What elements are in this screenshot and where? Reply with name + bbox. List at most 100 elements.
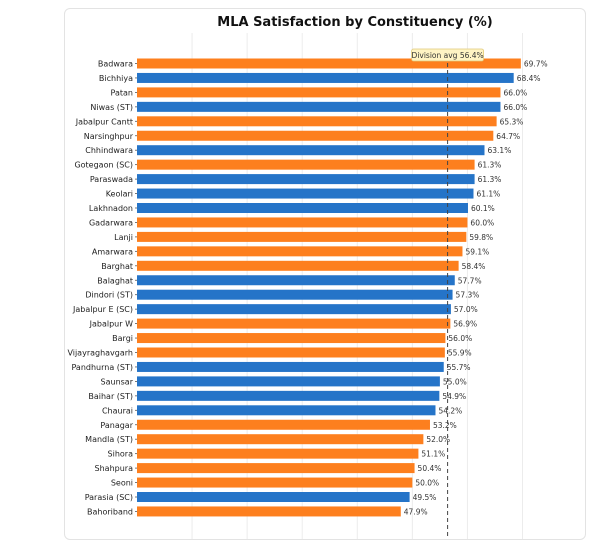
bar — [137, 246, 463, 257]
value-label: 65.3% — [500, 117, 524, 126]
value-label: 51.1% — [421, 450, 445, 459]
bar — [137, 289, 453, 300]
category-label: Gotegaon (SC) — [74, 161, 133, 170]
value-label: 64.7% — [496, 132, 520, 141]
category-label: Pandhurna (ST) — [71, 363, 133, 372]
chart-title: MLA Satisfaction by Constituency (%) — [217, 15, 492, 30]
value-label: 60.1% — [471, 204, 495, 213]
bar — [137, 506, 401, 517]
bar — [137, 448, 419, 459]
chart-card: MLA Satisfaction by Constituency (%) Bad… — [64, 8, 586, 540]
average-line-group: Division avg 56.4% — [411, 48, 485, 539]
bar — [137, 477, 413, 488]
bars: Badwara 69.7% Bichhiya 68.4% Patan 66.0% Niwas… — [67, 58, 548, 517]
average-callout-label: Division avg 56.4% — [412, 51, 484, 60]
value-label: 57.3% — [456, 291, 480, 300]
value-label: 61.3% — [478, 161, 502, 170]
value-label: 69.7% — [524, 60, 548, 69]
value-label: 54.9% — [442, 392, 466, 401]
category-label: Badwara — [98, 60, 133, 69]
bar — [137, 347, 445, 358]
category-label: Bichhiya — [99, 74, 133, 83]
category-label: Jabalpur E (SC) — [72, 305, 133, 314]
bar — [137, 58, 521, 69]
category-label: Amarwara — [92, 247, 133, 256]
value-label: 55.9% — [448, 349, 472, 358]
category-label: Seoni — [111, 479, 133, 488]
bar — [137, 159, 475, 170]
bar — [137, 101, 501, 112]
bar — [137, 333, 446, 344]
bar — [137, 231, 467, 242]
category-label: Lakhnadon — [89, 204, 133, 213]
value-label: 59.1% — [465, 247, 489, 256]
value-label: 50.0% — [415, 479, 439, 488]
category-label: Narsinghpur — [84, 132, 134, 141]
category-label: Parasia (SC) — [85, 493, 133, 502]
average-callout-box — [411, 48, 485, 62]
bar — [137, 217, 468, 228]
category-label: Sihora — [108, 450, 134, 459]
bar — [137, 419, 430, 430]
category-label: Baihar (ST) — [88, 392, 133, 401]
category-label: Bahoriband — [87, 507, 133, 516]
bar — [137, 188, 474, 199]
bar — [137, 390, 440, 401]
bar-chart: MLA Satisfaction by Constituency (%) Bad… — [67, 15, 548, 539]
bar — [137, 203, 468, 213]
bar — [137, 130, 494, 141]
value-label: 55.0% — [443, 377, 467, 386]
value-label: 54.2% — [438, 406, 462, 415]
bar — [137, 405, 436, 416]
value-label: 55.7% — [447, 363, 471, 372]
category-label: Jabalpur Cantt — [75, 117, 133, 126]
category-label: Gadarwara — [89, 218, 133, 227]
category-label: Niwas (ST) — [90, 103, 133, 112]
bar — [137, 304, 451, 315]
category-label: Chhindwara — [85, 146, 133, 155]
category-label: Balaghat — [97, 276, 133, 285]
category-label: Lanji — [114, 233, 133, 242]
category-label: Chaurai — [102, 406, 133, 415]
category-label: Patan — [111, 88, 133, 97]
value-label: 53.2% — [433, 421, 457, 430]
bar — [137, 361, 444, 372]
value-label: 47.9% — [404, 507, 428, 516]
bar — [137, 72, 514, 83]
category-label: Panagar — [100, 421, 133, 430]
bar — [137, 318, 451, 329]
value-label: 63.1% — [488, 146, 512, 155]
category-label: Mandla (ST) — [85, 435, 133, 444]
value-label: 52.0% — [426, 435, 450, 444]
value-label: 60.0% — [470, 218, 494, 227]
bar — [137, 174, 475, 185]
value-label: 49.5% — [413, 493, 437, 502]
bar — [137, 434, 424, 445]
value-label: 68.4% — [517, 74, 541, 83]
value-label: 57.7% — [458, 276, 482, 285]
category-label: Dindori (ST) — [85, 291, 133, 300]
value-label: 66.0% — [503, 103, 527, 112]
value-label: 61.1% — [476, 190, 500, 199]
value-label: 50.4% — [418, 464, 442, 473]
bar — [137, 260, 459, 271]
bar — [137, 145, 485, 156]
value-label: 61.3% — [478, 175, 502, 184]
bar — [137, 87, 501, 98]
value-label: 57.0% — [454, 305, 478, 314]
category-label: Vijayraghavgarh — [67, 349, 133, 358]
category-label: Paraswada — [90, 175, 133, 184]
value-label: 56.9% — [453, 320, 477, 329]
category-label: Bargi — [112, 334, 133, 343]
category-label: Shahpura — [95, 464, 134, 473]
category-label: Jabalpur W — [89, 320, 133, 329]
value-label: 59.8% — [469, 233, 493, 242]
category-label: Keolari — [106, 190, 133, 199]
value-label: 58.4% — [462, 262, 486, 271]
bar — [137, 116, 497, 127]
category-label: Saunsar — [101, 377, 134, 386]
bar — [137, 492, 410, 502]
value-label: 56.0% — [448, 334, 472, 343]
value-label: 66.0% — [503, 88, 527, 97]
bar — [137, 376, 440, 387]
